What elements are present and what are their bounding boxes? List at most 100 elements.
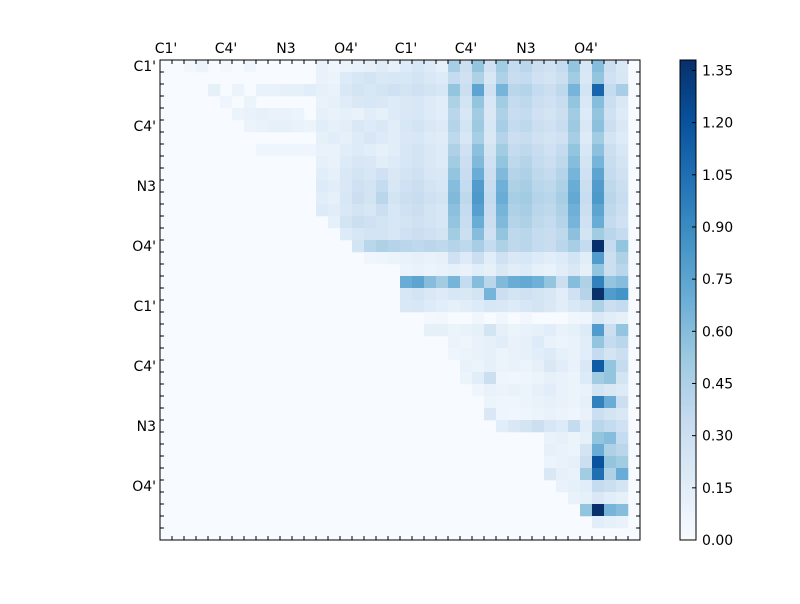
heatmap-cell [604,84,617,97]
heatmap-cell [616,180,629,193]
heatmap-cell [520,300,533,313]
heatmap-cell [352,192,365,205]
heatmap-cell [364,96,377,109]
heatmap-cell [508,96,521,109]
heatmap-cell [388,216,401,229]
heatmap-cell [448,144,461,157]
heatmap-cell [568,348,581,361]
heatmap-cell [364,192,377,205]
heatmap-cell [592,444,605,457]
heatmap-cell [580,432,593,445]
heatmap-cell [616,444,629,457]
heatmap-cell [292,108,305,121]
heatmap-cell [400,204,413,217]
heatmap-cell [532,348,545,361]
heatmap-cell [412,120,425,133]
heatmap-cell [544,144,557,157]
heatmap-cell [424,132,437,145]
heatmap-cell [424,192,437,205]
heatmap-cell [544,60,557,73]
heatmap-cell [616,96,629,109]
x-tick-label: N3 [516,41,535,57]
heatmap-cell [496,300,509,313]
heatmap-cell [412,216,425,229]
heatmap-cell [592,192,605,205]
heatmap-cell [496,336,509,349]
heatmap-cell [592,396,605,409]
heatmap-cell [532,384,545,397]
heatmap-cell [436,300,449,313]
x-tick-label: C4' [215,41,238,57]
heatmap-cell [580,72,593,85]
heatmap-cell [520,288,533,301]
heatmap-cell [364,156,377,169]
heatmap-cell [316,168,329,181]
heatmap-cell [580,360,593,373]
heatmap-cell [472,276,485,289]
x-tick-label: N3 [276,41,295,57]
heatmap-cell [316,84,329,97]
heatmap-cell [328,156,341,169]
heatmap-cell [616,192,629,205]
heatmap-cell [448,276,461,289]
y-tick-label: N3 [137,419,156,435]
heatmap-cell [520,348,533,361]
heatmap-cell [616,84,629,97]
heatmap-cell [544,108,557,121]
heatmap-cell [460,300,473,313]
heatmap-cell [616,408,629,421]
heatmap-cell [448,120,461,133]
heatmap-cell [448,84,461,97]
heatmap-cell [472,96,485,109]
heatmap-cell [388,84,401,97]
heatmap-cell [496,288,509,301]
heatmap-cell [508,156,521,169]
heatmap-cell [436,252,449,265]
heatmap-cell [448,180,461,193]
heatmap-cell [424,168,437,181]
heatmap-cell [568,72,581,85]
heatmap-cell [568,372,581,385]
heatmap-cell [580,240,593,253]
heatmap-cell [412,144,425,157]
heatmap-cell [532,264,545,277]
heatmap-cell [592,336,605,349]
heatmap-cell [544,360,557,373]
heatmap-cell [436,96,449,109]
heatmap-cell [496,132,509,145]
heatmap-cell [580,372,593,385]
heatmap-cell [508,60,521,73]
heatmap-cell [556,336,569,349]
heatmap-cell [436,240,449,253]
heatmap-cell [592,72,605,85]
heatmap-cell [616,312,629,325]
heatmap-cell [580,192,593,205]
heatmap-cell [280,108,293,121]
heatmap-cell [604,432,617,445]
heatmap-cell [376,216,389,229]
heatmap-cell [316,108,329,121]
heatmap-cell [364,168,377,181]
heatmap-cell [304,144,317,157]
heatmap-cell [544,300,557,313]
colorbar-tick-label: 0.90 [702,220,733,236]
heatmap-cell [592,480,605,493]
heatmap-cell [616,324,629,337]
heatmap-cell [580,96,593,109]
heatmap-cell [460,192,473,205]
heatmap-cell [376,60,389,73]
heatmap-cell [592,228,605,241]
heatmap-cell [400,156,413,169]
heatmap-cell [508,120,521,133]
heatmap-cell [580,384,593,397]
heatmap-cell [544,192,557,205]
heatmap-cell [556,84,569,97]
heatmap-cell [580,132,593,145]
y-tick-label: C1' [133,59,156,75]
heatmap-cell [604,228,617,241]
heatmap-cell [508,336,521,349]
heatmap-cell [472,324,485,337]
heatmap-cell [616,132,629,145]
heatmap-cell [400,96,413,109]
heatmap-cell [604,372,617,385]
